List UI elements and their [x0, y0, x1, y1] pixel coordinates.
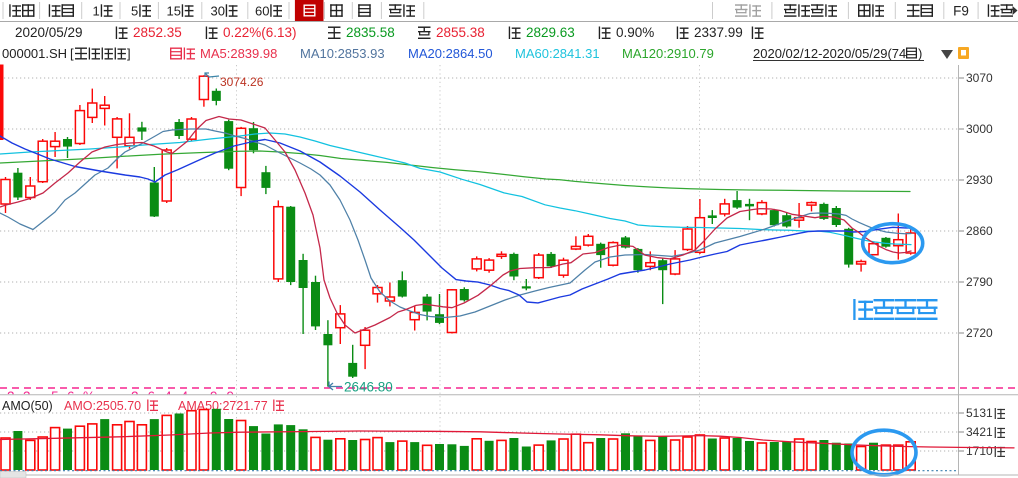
svg-text:2860: 2860 — [966, 224, 993, 238]
svg-text:30: 30 — [211, 4, 225, 19]
svg-text:2020/05/29: 2020/05/29 — [15, 25, 83, 40]
svg-text:3000: 3000 — [966, 122, 993, 136]
svg-text:2855.38: 2855.38 — [436, 25, 485, 40]
svg-text:]: ] — [127, 46, 131, 61]
svg-text:[: [ — [70, 46, 74, 61]
svg-text:5: 5 — [131, 4, 138, 19]
svg-text:MA10:2853.93: MA10:2853.93 — [300, 46, 385, 61]
svg-text:2720: 2720 — [966, 326, 993, 340]
svg-text:2790: 2790 — [966, 275, 993, 289]
svg-text:0.90%: 0.90% — [616, 25, 654, 40]
svg-text:MA120:2910.79: MA120:2910.79 — [622, 46, 714, 61]
svg-text:2644.99: 2644.99 — [131, 389, 234, 404]
svg-text:2646.80: 2646.80 — [344, 380, 393, 395]
svg-text:23.56%: 23.56% — [7, 389, 95, 404]
svg-text:AMO:2505.70: AMO:2505.70 — [64, 399, 141, 413]
svg-text:3074.26: 3074.26 — [220, 75, 264, 89]
svg-text:MA20:2864.50: MA20:2864.50 — [408, 46, 493, 61]
svg-text:2930: 2930 — [966, 173, 993, 187]
svg-text:1: 1 — [93, 4, 100, 19]
svg-text:MA5:2839.98: MA5:2839.98 — [200, 46, 277, 61]
svg-text:15: 15 — [167, 4, 181, 19]
svg-text:0.22%(6.13): 0.22%(6.13) — [223, 25, 297, 40]
svg-text:F9: F9 — [953, 4, 969, 19]
svg-text:000001.SH: 000001.SH — [2, 46, 67, 61]
svg-text:2835.58: 2835.58 — [346, 25, 395, 40]
svg-text:2337.99: 2337.99 — [694, 25, 743, 40]
svg-text:MA60:2841.31: MA60:2841.31 — [515, 46, 600, 61]
svg-text:): ) — [918, 46, 922, 61]
svg-text:3421: 3421 — [966, 425, 993, 439]
svg-text:2852.35: 2852.35 — [133, 25, 182, 40]
svg-text:2020/02/12-2020/05/29(74: 2020/02/12-2020/05/29(74 — [753, 46, 906, 61]
svg-text:AMO(50): AMO(50) — [2, 399, 53, 413]
svg-text:1710: 1710 — [966, 444, 993, 458]
svg-text:3070: 3070 — [966, 71, 993, 85]
svg-text:5131: 5131 — [966, 406, 993, 420]
svg-text:60: 60 — [255, 4, 269, 19]
svg-text:2829.63: 2829.63 — [526, 25, 575, 40]
